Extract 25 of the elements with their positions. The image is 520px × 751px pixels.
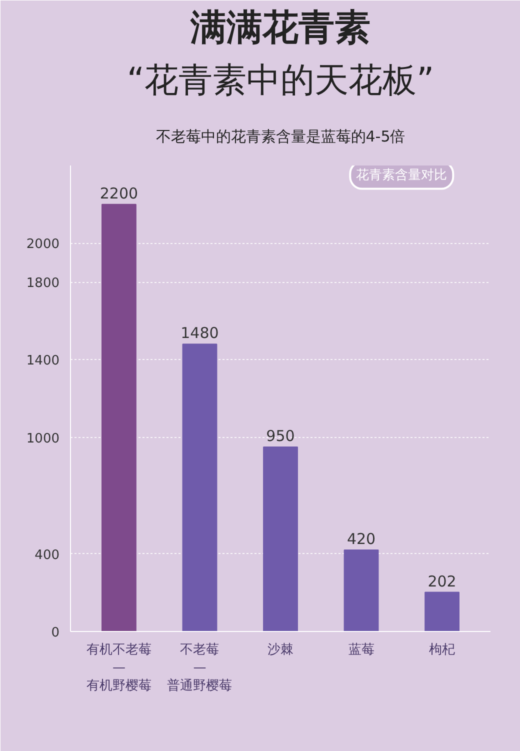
x-tick-label: 蓝莓	[348, 642, 374, 658]
data-label: 1480	[180, 324, 219, 342]
x-tick-label: 有机不老莓 — 有机野樱莓	[86, 642, 152, 694]
bar	[424, 592, 460, 632]
y-tick-label: 400	[34, 548, 60, 563]
x-tick-label: 沙棘	[268, 642, 294, 658]
x-tick-label: 不老莓 — 普通野樱莓	[167, 642, 232, 694]
data-label: 950	[266, 427, 295, 446]
bar	[344, 549, 379, 632]
y-tick-label: 2000	[26, 237, 60, 252]
text: 不老莓中的花青素含量是蓝莓的4-5倍	[156, 128, 406, 146]
bar	[182, 344, 218, 632]
x-tick-label: 枸杞	[429, 642, 456, 658]
annotation: 花青素含量对比	[356, 168, 448, 183]
bar	[102, 204, 136, 632]
bar	[263, 446, 298, 632]
data-label: 420	[346, 530, 376, 548]
data-label: 202	[428, 572, 456, 590]
y-tick-label: 1400	[26, 354, 60, 369]
chart-subtitle: “花青素中的天花板”	[126, 60, 434, 100]
y-tick-label: 1800	[26, 276, 60, 291]
data-label: 2200	[100, 184, 138, 202]
y-tick-label: 1000	[26, 431, 60, 446]
y-tick-label: 0	[51, 626, 60, 640]
chart-title: 满满花青素	[190, 8, 370, 48]
